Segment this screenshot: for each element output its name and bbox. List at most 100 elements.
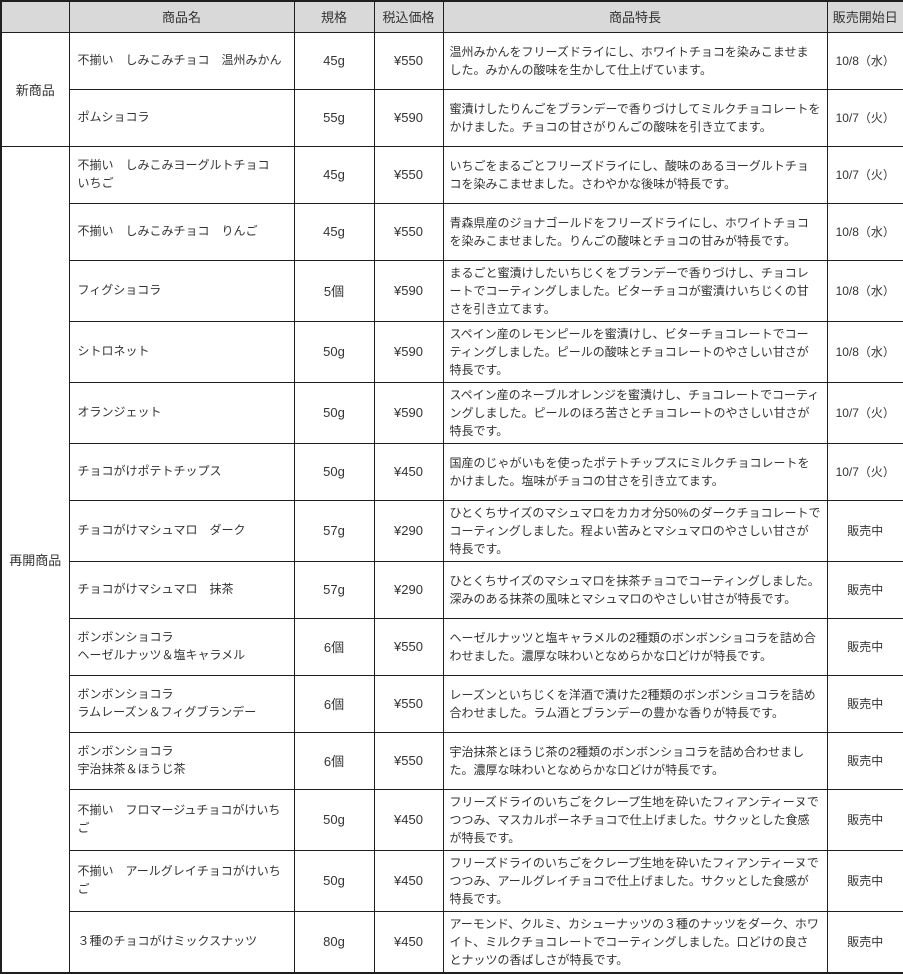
- launch-date-cell: 10/8（水）: [826, 202, 903, 261]
- spec-cell: 6個: [293, 617, 375, 676]
- price-cell: ¥550: [373, 617, 444, 676]
- price-cell: ¥550: [373, 202, 444, 261]
- product-name-cell: ３種のチョコがけミックスナッツ: [68, 910, 295, 973]
- features-cell: まるごと蜜漬けしたいちじくをブランデーで香りづけし、チョコレートでコーティングし…: [442, 259, 828, 322]
- price-cell: ¥590: [373, 259, 444, 322]
- features-cell: フリーズドライのいちごをクレープ生地を砕いたフィアンティーヌでつつみ、マスカルポ…: [442, 788, 828, 851]
- features-cell: レーズンといちじくを洋酒で漬けた2種類のボンボンショコラを詰め合わせました。ラム…: [442, 674, 828, 733]
- product-name-cell: チョコがけマシュマロ 抹茶: [68, 560, 295, 619]
- product-name-cell: 不揃い しみこみヨーグルトチョコ いちご: [68, 145, 295, 204]
- price-cell: ¥550: [373, 145, 444, 204]
- features-cell: ヘーゼルナッツと塩キャラメルの2種類のボンボンショコラを詰め合わせました。濃厚な…: [442, 617, 828, 676]
- price-cell: ¥450: [373, 849, 444, 912]
- column-header-spec: 規格: [293, 0, 375, 33]
- product-name-cell: オランジェット: [68, 381, 295, 444]
- table-row: チョコがけマシュマロ ダーク 57g ¥290 ひとくちサイズのマシュマロをカカ…: [1, 499, 903, 562]
- launch-date-cell: 10/7（火）: [826, 88, 903, 147]
- features-cell: いちごをまるごとフリーズドライにし、酸味のあるヨーグルトチョコを染みこませました…: [442, 145, 828, 204]
- table-header-row: 商品名 規格 税込価格 商品特長 販売開始日: [0, 0, 903, 33]
- product-name-cell: 不揃い しみこみチョコ りんご: [68, 202, 295, 261]
- product-name-cell: チョコがけマシュマロ ダーク: [68, 499, 295, 562]
- column-header-category: [0, 0, 70, 33]
- launch-date-cell: 10/7（火）: [826, 442, 903, 501]
- table-row: ボンボンショコラ ラムレーズン＆フィグブランデー 6個 ¥550 レーズンといち…: [1, 674, 903, 733]
- features-cell: 宇治抹茶とほうじ茶の2種類のボンボンショコラを詰め合わせました。濃厚な味わいとな…: [442, 731, 828, 790]
- table-row: オランジェット 50g ¥590 スペイン産のネーブルオレンジを蜜漬けし、チョコ…: [1, 381, 903, 444]
- table-row: チョコがけポテトチップス 50g ¥450 国産のじゃがいもを使ったポテトチップ…: [1, 442, 903, 501]
- table-row: シトロネット 50g ¥590 スペイン産のレモンピールを蜜漬けし、ビターチョコ…: [1, 320, 903, 383]
- spec-cell: 50g: [293, 442, 375, 501]
- price-cell: ¥290: [373, 560, 444, 619]
- spec-cell: 50g: [293, 320, 375, 383]
- launch-date-cell: 10/8（水）: [826, 320, 903, 383]
- product-name-cell: シトロネット: [68, 320, 295, 383]
- launch-date-cell: 販売中: [826, 617, 903, 676]
- features-cell: 青森県産のジョナゴールドをフリーズドライにし、ホワイトチョコを染みこませました。…: [442, 202, 828, 261]
- table-row: チョコがけマシュマロ 抹茶 57g ¥290 ひとくちサイズのマシュマロを抹茶チ…: [1, 560, 903, 619]
- table-row: ３種のチョコがけミックスナッツ 80g ¥450 アーモンド、クルミ、カシューナ…: [1, 910, 903, 973]
- features-cell: アーモンド、クルミ、カシューナッツの３種のナッツをダーク、ホワイト、ミルクチョコ…: [442, 910, 828, 973]
- launch-date-cell: 販売中: [826, 910, 903, 973]
- features-cell: 温州みかんをフリーズドライにし、ホワイトチョコを染みこませました。みかんの酸味を…: [442, 31, 828, 90]
- spec-cell: 45g: [293, 202, 375, 261]
- features-cell: ひとくちサイズのマシュマロをカカオ分50%のダークチョコレートでコーティングしま…: [442, 499, 828, 562]
- price-cell: ¥550: [373, 731, 444, 790]
- price-cell: ¥450: [373, 910, 444, 973]
- column-header-price: 税込価格: [373, 0, 444, 33]
- column-header-name: 商品名: [68, 0, 295, 33]
- features-cell: フリーズドライのいちごをクレープ生地を砕いたフィアンティーヌでつつみ、アールグレ…: [442, 849, 828, 912]
- price-cell: ¥550: [373, 674, 444, 733]
- spec-cell: 6個: [293, 674, 375, 733]
- features-cell: ひとくちサイズのマシュマロを抹茶チョコでコーティングしました。深みのある抹茶の風…: [442, 560, 828, 619]
- price-cell: ¥450: [373, 788, 444, 851]
- table-row: 新商品 不揃い しみこみチョコ 温州みかん 45g ¥550 温州みかんをフリー…: [0, 31, 903, 147]
- category-cell-new-products: 新商品: [0, 31, 70, 147]
- table-row: ポムショコラ 55g ¥590 蜜漬けしたりんごをブランデーで香りづけしてミルク…: [1, 88, 903, 147]
- product-name-cell: フィグショコラ: [68, 259, 295, 322]
- spec-cell: 57g: [293, 499, 375, 562]
- launch-date-cell: 販売中: [826, 674, 903, 733]
- features-cell: スペイン産のレモンピールを蜜漬けし、ビターチョコレートでコーティングしました。ピ…: [442, 320, 828, 383]
- spec-cell: 50g: [293, 788, 375, 851]
- spec-cell: 6個: [293, 731, 375, 790]
- product-name-cell: ボンボンショコラ ヘーゼルナッツ＆塩キャラメル: [68, 617, 295, 676]
- spec-cell: 45g: [293, 31, 375, 90]
- table-row: 不揃い アールグレイチョコがけいちご 50g ¥450 フリーズドライのいちごを…: [1, 849, 903, 912]
- features-cell: 国産のじゃがいもを使ったポテトチップスにミルクチョコレートをかけました。塩味がチ…: [442, 442, 828, 501]
- table-row: 不揃い フロマージュチョコがけいちご 50g ¥450 フリーズドライのいちごを…: [1, 788, 903, 851]
- price-cell: ¥590: [373, 88, 444, 147]
- product-name-cell: 不揃い しみこみチョコ 温州みかん: [68, 31, 295, 90]
- features-cell: 蜜漬けしたりんごをブランデーで香りづけしてミルクチョコレートをかけました。チョコ…: [442, 88, 828, 147]
- launch-date-cell: 販売中: [826, 731, 903, 790]
- column-header-launch: 販売開始日: [826, 0, 903, 33]
- category-cell-resumed-products: 再開商品: [0, 145, 70, 973]
- spec-cell: 50g: [293, 381, 375, 444]
- price-cell: ¥290: [373, 499, 444, 562]
- launch-date-cell: 10/7（火）: [826, 145, 903, 204]
- table-row: ボンボンショコラ 宇治抹茶＆ほうじ茶 6個 ¥550 宇治抹茶とほうじ茶の2種類…: [1, 731, 903, 790]
- launch-date-cell: 10/8（水）: [826, 31, 903, 90]
- launch-date-cell: 販売中: [826, 560, 903, 619]
- table-row: 不揃い しみこみチョコ りんご 45g ¥550 青森県産のジョナゴールドをフリ…: [1, 202, 903, 261]
- launch-date-cell: 販売中: [826, 499, 903, 562]
- launch-date-cell: 販売中: [826, 849, 903, 912]
- spec-cell: 45g: [293, 145, 375, 204]
- product-name-cell: ボンボンショコラ 宇治抹茶＆ほうじ茶: [68, 731, 295, 790]
- price-cell: ¥550: [373, 31, 444, 90]
- spec-cell: 57g: [293, 560, 375, 619]
- spec-cell: 80g: [293, 910, 375, 973]
- price-cell: ¥590: [373, 381, 444, 444]
- price-cell: ¥590: [373, 320, 444, 383]
- column-header-features: 商品特長: [442, 0, 828, 33]
- launch-date-cell: 10/7（火）: [826, 381, 903, 444]
- table-row: ボンボンショコラ ヘーゼルナッツ＆塩キャラメル 6個 ¥550 ヘーゼルナッツと…: [1, 617, 903, 676]
- table-row: 再開商品 不揃い しみこみヨーグルトチョコ いちご 45g ¥550 いちごをま…: [0, 145, 903, 973]
- spec-cell: 55g: [293, 88, 375, 147]
- product-name-cell: ボンボンショコラ ラムレーズン＆フィグブランデー: [68, 674, 295, 733]
- spec-cell: 50g: [293, 849, 375, 912]
- product-name-cell: 不揃い フロマージュチョコがけいちご: [68, 788, 295, 851]
- launch-date-cell: 10/8（水）: [826, 259, 903, 322]
- product-name-cell: ポムショコラ: [68, 88, 295, 147]
- launch-date-cell: 販売中: [826, 788, 903, 851]
